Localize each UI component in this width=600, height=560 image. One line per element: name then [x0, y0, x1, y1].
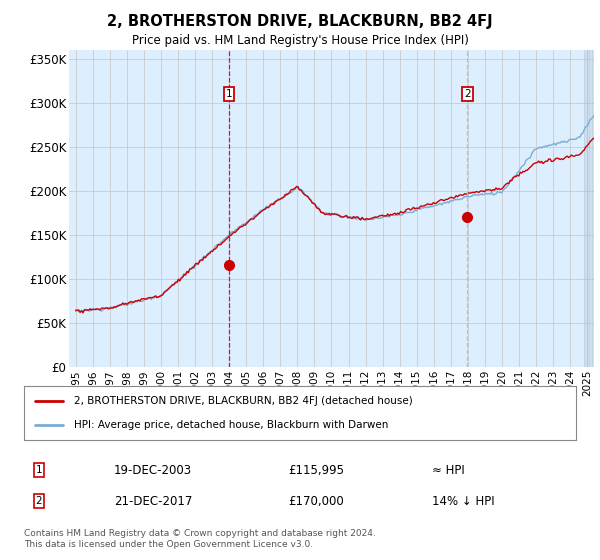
Text: 1: 1 [35, 465, 43, 475]
Text: 19-DEC-2003: 19-DEC-2003 [114, 464, 192, 477]
Text: Price paid vs. HM Land Registry's House Price Index (HPI): Price paid vs. HM Land Registry's House … [131, 34, 469, 46]
Text: £170,000: £170,000 [288, 494, 344, 508]
Text: 2: 2 [35, 496, 43, 506]
Text: ≈ HPI: ≈ HPI [432, 464, 465, 477]
Bar [584, 50, 600, 367]
Text: 14% ↓ HPI: 14% ↓ HPI [432, 494, 494, 508]
Text: 2, BROTHERSTON DRIVE, BLACKBURN, BB2 4FJ (detached house): 2, BROTHERSTON DRIVE, BLACKBURN, BB2 4FJ… [74, 396, 412, 406]
Text: Contains HM Land Registry data © Crown copyright and database right 2024.
This d: Contains HM Land Registry data © Crown c… [24, 529, 376, 549]
Text: 1: 1 [226, 90, 232, 99]
Bar [229, 50, 600, 367]
Text: 2: 2 [464, 90, 470, 99]
Text: HPI: Average price, detached house, Blackburn with Darwen: HPI: Average price, detached house, Blac… [74, 420, 388, 430]
Text: 2, BROTHERSTON DRIVE, BLACKBURN, BB2 4FJ: 2, BROTHERSTON DRIVE, BLACKBURN, BB2 4FJ [107, 14, 493, 29]
Text: £115,995: £115,995 [288, 464, 344, 477]
Text: 21-DEC-2017: 21-DEC-2017 [114, 494, 193, 508]
